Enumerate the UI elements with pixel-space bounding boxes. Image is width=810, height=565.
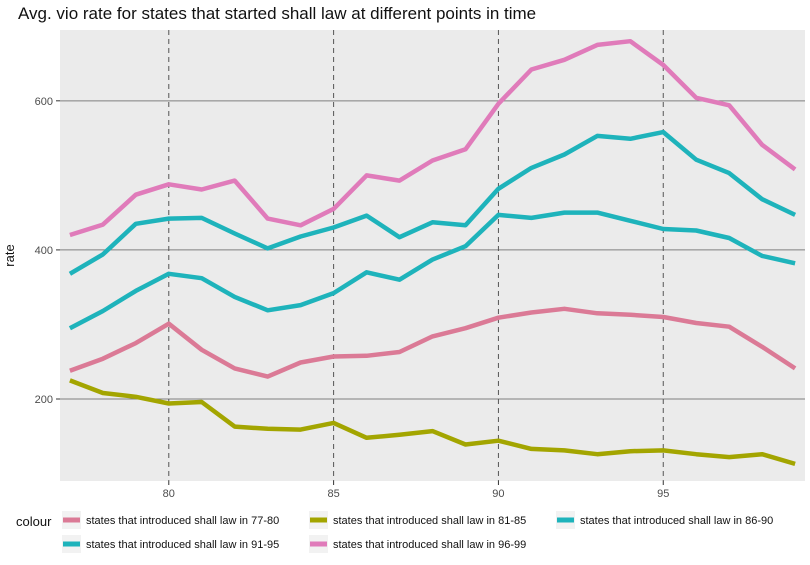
legend: states that introduced shall law in 77-8…: [62, 511, 773, 553]
plot-panel: [60, 30, 805, 481]
series-line-4: [68, 210, 796, 331]
y-tick-label: 400: [35, 245, 53, 257]
legend-item-3: states that introduced shall law in 86-9…: [556, 511, 773, 529]
y-axis: 200 400 600: [35, 96, 60, 406]
chart-title: Avg. vio rate for states that started sh…: [18, 4, 536, 23]
legend-item-5: states that introduced shall law in 96-9…: [309, 535, 526, 553]
legend-label: states that introduced shall law in 96-9…: [333, 539, 526, 551]
series-lines: [68, 38, 797, 467]
y-tick-label: 600: [35, 96, 53, 108]
legend-label: states that introduced shall law in 81-8…: [333, 515, 526, 527]
legend-label: states that introduced shall law in 77-8…: [86, 515, 279, 527]
x-axis: 80 85 90 95: [163, 481, 669, 500]
gridlines: [60, 100, 805, 400]
legend-item-4: states that introduced shall law in 91-9…: [62, 535, 279, 553]
series-line-3: [68, 129, 797, 276]
y-tick-label: 200: [35, 394, 53, 406]
legend-title: colour: [16, 514, 52, 529]
x-tick-label: 80: [163, 488, 175, 500]
series-line-2: [69, 378, 796, 467]
legend-item-2: states that introduced shall law in 81-8…: [309, 511, 526, 529]
legend-label: states that introduced shall law in 91-9…: [86, 539, 279, 551]
x-tick-label: 90: [492, 488, 504, 500]
y-axis-title: rate: [2, 244, 17, 266]
legend-item-1: states that introduced shall law in 77-8…: [62, 511, 279, 529]
x-tick-label: 95: [657, 488, 669, 500]
series-line-1: [69, 306, 797, 379]
x-tick-label: 85: [327, 488, 339, 500]
series-line-5: [69, 38, 797, 238]
legend-label: states that introduced shall law in 86-9…: [580, 515, 773, 527]
